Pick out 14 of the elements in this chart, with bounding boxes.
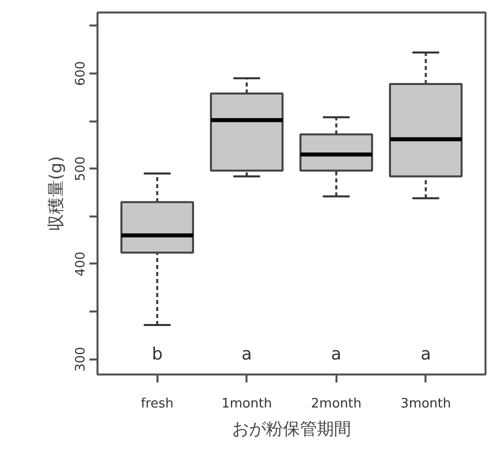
y-tick-label: 300 [74, 346, 88, 372]
y-tick-label: 400 [74, 252, 88, 276]
x-tick-label: fresh [140, 396, 174, 412]
y-tick-label: 600 [74, 61, 88, 86]
y-tick-label: 500 [74, 156, 88, 182]
annotation: a [420, 344, 431, 365]
y-axis-title: 収穫量(g) [46, 156, 66, 232]
x-tick-label: 1month [222, 396, 272, 412]
annotation: a [242, 344, 252, 365]
x-axis-title: おが粉保管期間 [232, 420, 351, 440]
x-tick-label: 3month [400, 396, 452, 412]
annotation: b [152, 344, 163, 365]
x-tick-label: 2month [311, 396, 362, 412]
annotation: a [331, 344, 342, 365]
